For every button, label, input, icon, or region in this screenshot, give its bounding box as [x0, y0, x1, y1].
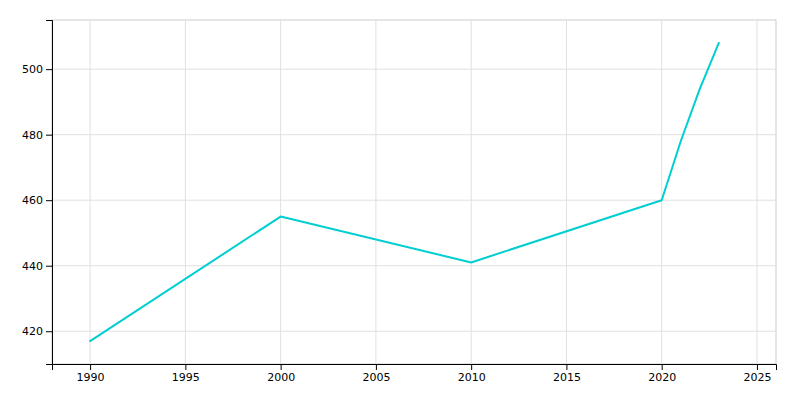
tick: 2000	[267, 364, 295, 384]
tick-mark	[46, 135, 52, 136]
grid	[52, 20, 776, 364]
tick-mark	[757, 364, 758, 370]
tick-label: 420	[22, 325, 43, 338]
tick-label: 460	[22, 194, 43, 207]
grid-line-x	[375, 20, 376, 364]
tick: 2025	[743, 364, 771, 384]
x-axis: 1990 1995 2000 2005 2010 2015 2020 2025	[53, 364, 777, 384]
tick-label: 2025	[743, 371, 771, 384]
tick-mark	[566, 364, 567, 370]
tick: 500	[22, 63, 52, 76]
grid-line-x	[185, 20, 186, 364]
grid-line-x	[471, 20, 472, 364]
tick: 420	[22, 325, 52, 338]
tick-label: 500	[22, 63, 43, 76]
tick-mark	[46, 69, 52, 70]
grid-line-y	[52, 200, 776, 201]
tick-label: 2000	[267, 371, 295, 384]
chart-container: 1990 1995 2000 2005 2010 2015 2020 2025 420 440 46…	[0, 0, 800, 400]
tick-mark	[185, 364, 186, 370]
line	[90, 43, 719, 341]
tick-label: 2005	[362, 371, 390, 384]
tick-mark	[376, 364, 377, 370]
grid-line-x	[90, 20, 91, 364]
plot-area: 1990 1995 2000 2005 2010 2015 2020 2025 420 440 46…	[22, 20, 777, 384]
chart-svg: 1990 1995 2000 2005 2010 2015 2020 2025 420 440 46…	[0, 0, 800, 400]
plot-frame	[52, 20, 776, 364]
tick-label: 1995	[172, 371, 200, 384]
tick-mark	[90, 364, 91, 370]
tick: 1995	[172, 364, 200, 384]
tick: 2010	[458, 364, 486, 384]
grid-line-y	[52, 331, 776, 332]
tick: 480	[22, 129, 52, 142]
tick: 1990	[77, 364, 105, 384]
tick-label: 2015	[553, 371, 581, 384]
tick-mark	[46, 331, 52, 332]
tick: 2015	[553, 364, 581, 384]
tick-label: 440	[22, 260, 43, 273]
tick-label: 1990	[77, 371, 105, 384]
grid-line-x	[661, 20, 662, 364]
grid-line-y	[52, 69, 776, 70]
tick: 460	[22, 194, 52, 207]
axis-line	[53, 365, 777, 371]
y-axis: 420 440 460 480 500	[22, 21, 53, 365]
tick-label: 2020	[648, 371, 676, 384]
grid-line-x	[756, 20, 757, 364]
grid-line-x	[280, 20, 281, 364]
tick: 440	[22, 260, 52, 273]
tick-mark	[46, 266, 52, 267]
axis-line	[46, 21, 53, 365]
marks	[90, 43, 719, 341]
grid-line-x	[566, 20, 567, 364]
grid-line-y	[52, 265, 776, 266]
tick-mark	[662, 364, 663, 370]
tick-mark	[281, 364, 282, 370]
tick-mark	[46, 200, 52, 201]
tick-label: 480	[22, 129, 43, 142]
grid-line-y	[52, 134, 776, 135]
tick: 2020	[648, 364, 676, 384]
tick-label: 2010	[458, 371, 486, 384]
tick: 2005	[362, 364, 390, 384]
tick-mark	[471, 364, 472, 370]
